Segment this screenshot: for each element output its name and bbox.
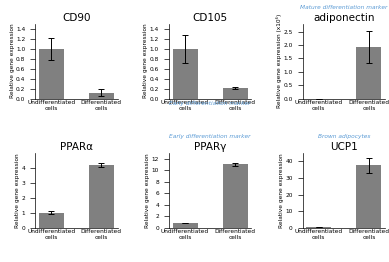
Bar — [39, 213, 64, 228]
Bar — [89, 165, 114, 228]
Text: Mature differentiation marker: Mature differentiation marker — [300, 5, 387, 10]
Title: adiponectin: adiponectin — [313, 13, 375, 23]
Y-axis label: Relative gene expression (x10⁶): Relative gene expression (x10⁶) — [276, 14, 282, 108]
Y-axis label: Relative gene expression: Relative gene expression — [15, 153, 20, 228]
Y-axis label: Relative gene expression: Relative gene expression — [279, 153, 284, 228]
Bar — [223, 164, 247, 228]
Title: CD105: CD105 — [193, 13, 228, 23]
Y-axis label: Relative gene expression: Relative gene expression — [9, 24, 14, 99]
Y-axis label: Relative gene expression: Relative gene expression — [143, 24, 148, 99]
Title: UCP1: UCP1 — [330, 142, 358, 152]
Text: Early differentiation marker: Early differentiation marker — [169, 134, 251, 139]
Bar — [356, 47, 381, 99]
Bar — [306, 227, 331, 228]
Title: PPARα: PPARα — [60, 142, 93, 152]
Text: Brown adipocytes: Brown adipocytes — [318, 134, 370, 139]
Bar — [89, 93, 114, 99]
Text: Early differentiation marker: Early differentiation marker — [169, 101, 251, 106]
Title: CD90: CD90 — [62, 13, 91, 23]
Y-axis label: Relative gene expression: Relative gene expression — [145, 153, 150, 228]
Bar — [173, 223, 198, 228]
Bar — [173, 49, 198, 99]
Bar — [223, 88, 247, 99]
Bar — [39, 49, 64, 99]
Title: PPARγ: PPARγ — [194, 142, 226, 152]
Bar — [356, 165, 381, 228]
